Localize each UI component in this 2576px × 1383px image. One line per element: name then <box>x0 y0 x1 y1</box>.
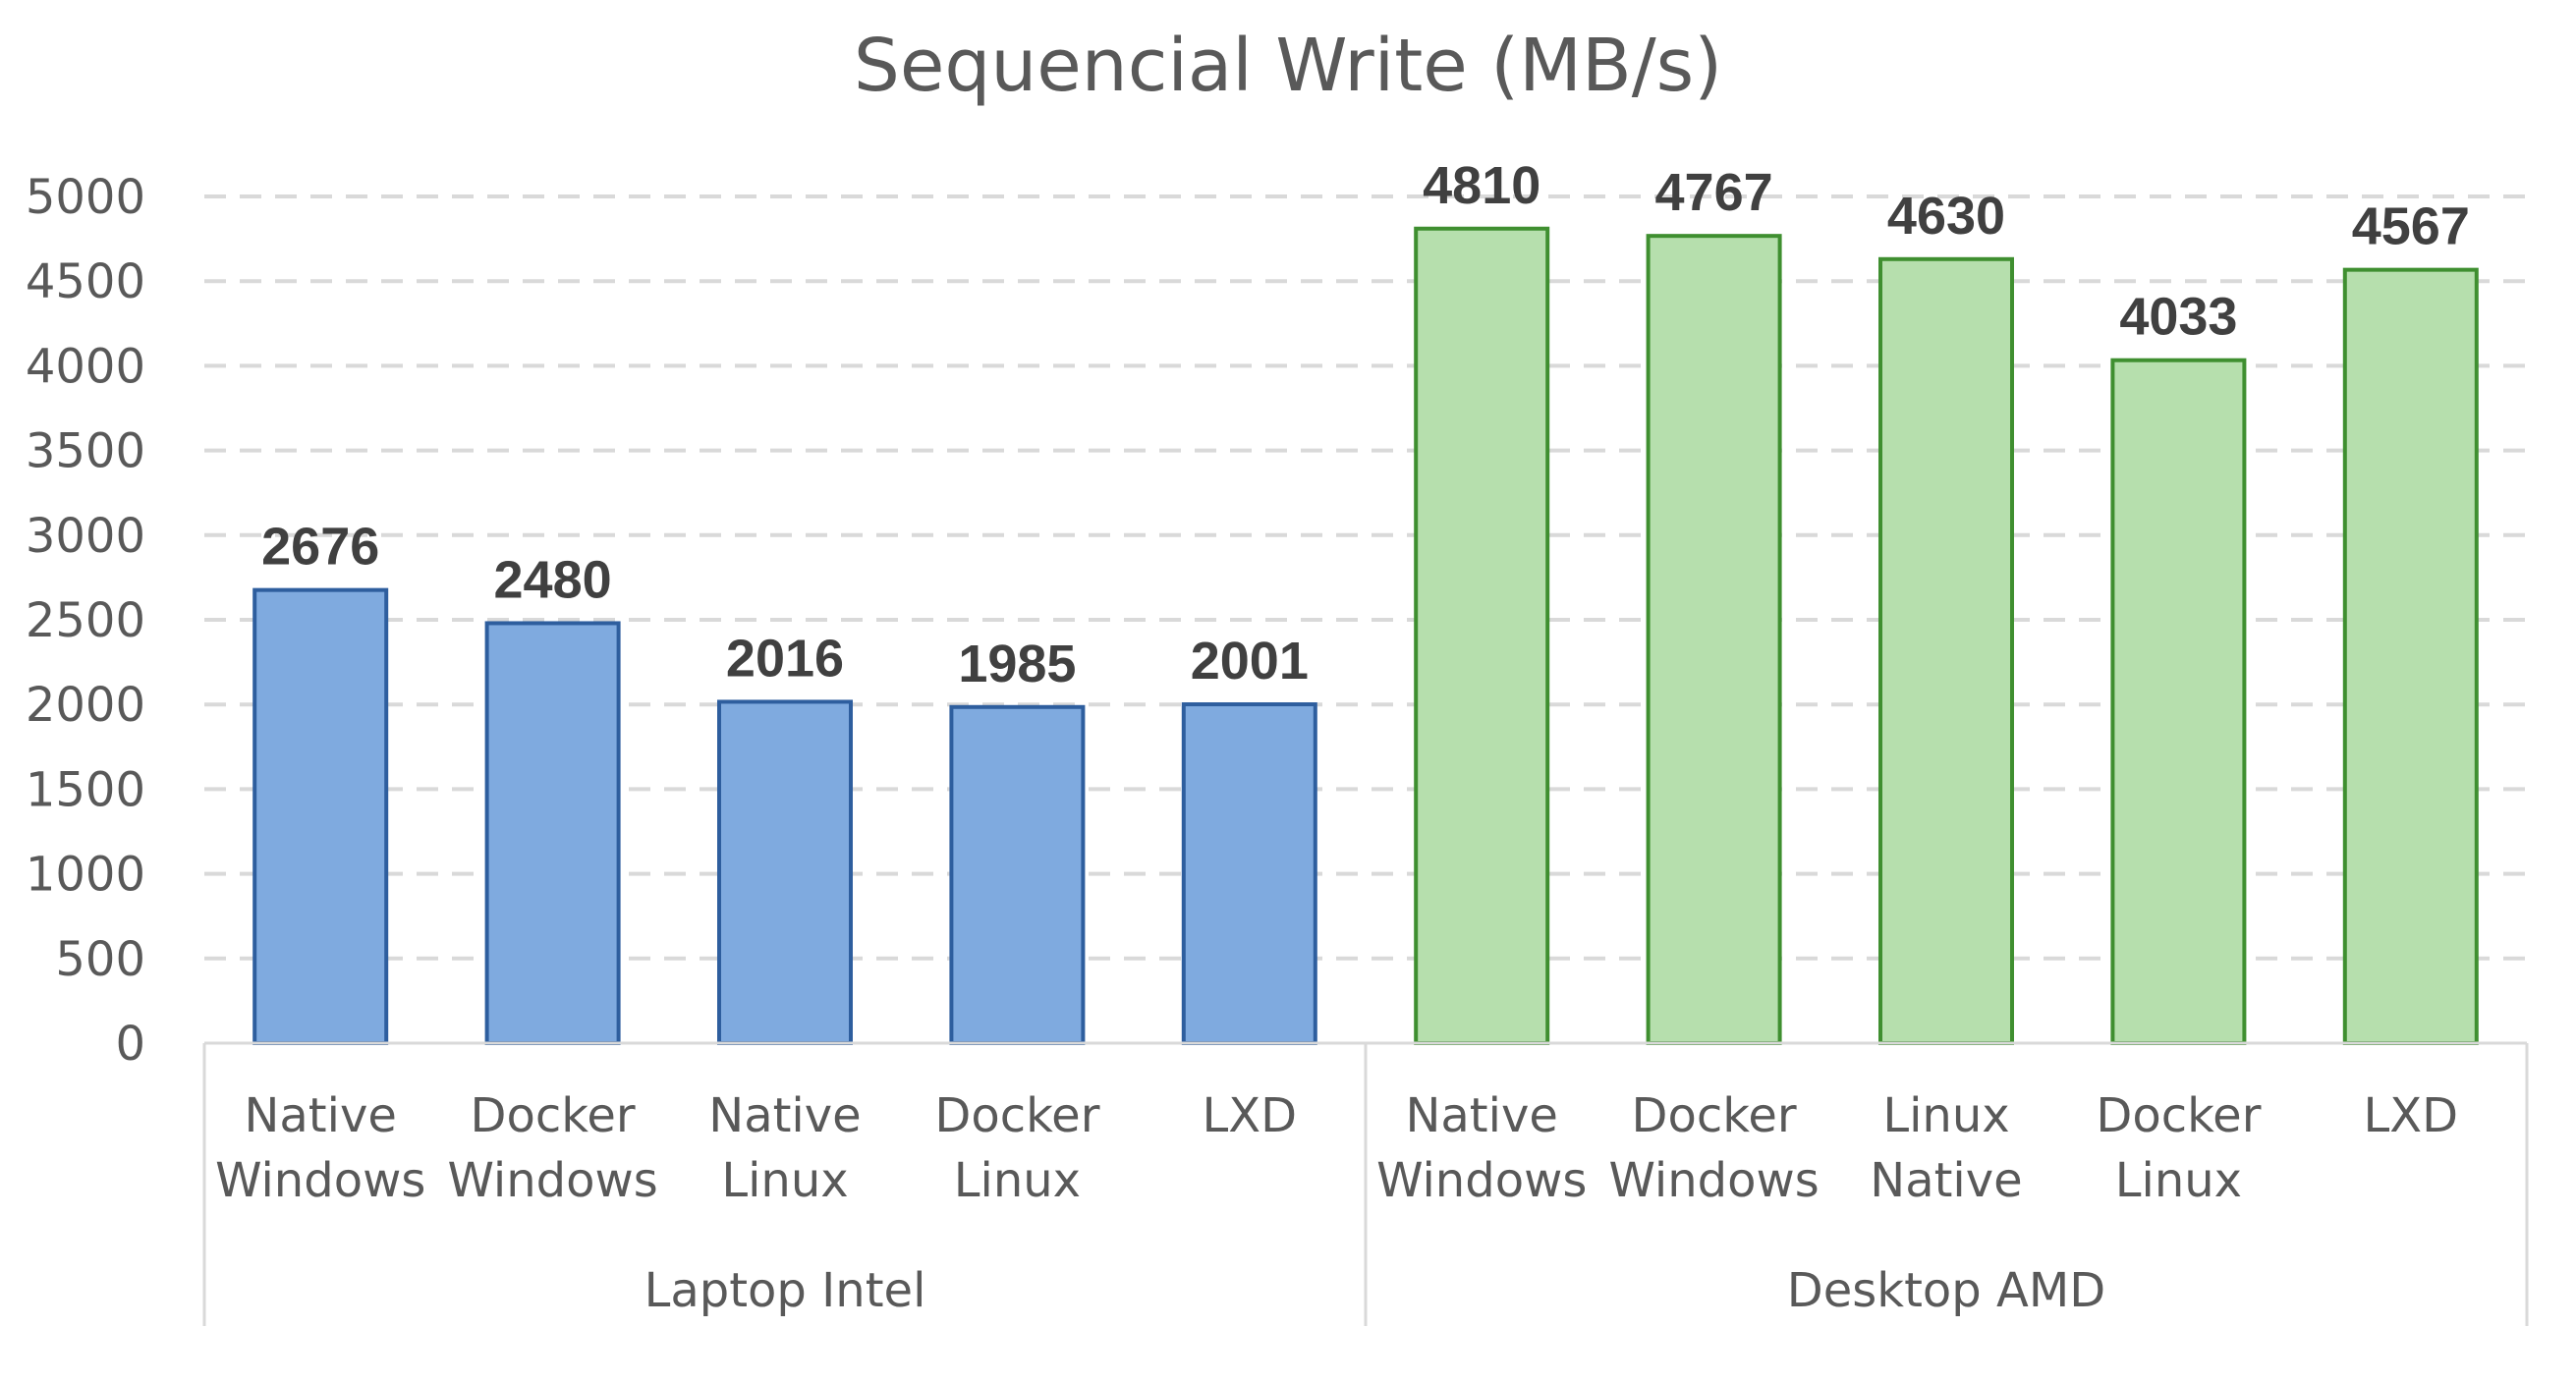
bar <box>1414 226 1550 1046</box>
x-tick-label: Windows <box>447 1153 657 1208</box>
bar <box>484 621 621 1045</box>
y-tick-label: 2000 <box>26 678 145 733</box>
y-tick-label: 1500 <box>26 762 145 817</box>
y-tick-label: 500 <box>55 932 145 987</box>
x-axis <box>202 1041 2529 1326</box>
group-label: Desktop AMD <box>1787 1263 2105 1318</box>
bar <box>252 587 389 1045</box>
x-tick-label: Windows <box>1608 1153 1819 1208</box>
bar <box>949 704 1086 1045</box>
x-axis-ticks: Native Windows Docker Windows Native Linux Doc… <box>215 1088 2458 1318</box>
x-tick-label: Native <box>708 1088 861 1143</box>
bar <box>2110 358 2247 1045</box>
y-axis-ticks: 0 500 1000 1500 2000 2500 3000 3500 4000 4500 5000 <box>26 170 145 1072</box>
y-tick-label: 5000 <box>26 170 145 225</box>
x-tick-label: Linux <box>1882 1088 2009 1143</box>
x-tick-label: Windows <box>1376 1153 1587 1208</box>
data-label: 4810 <box>1423 156 1540 215</box>
bars <box>252 226 2479 1046</box>
y-tick-label: 4500 <box>26 254 145 309</box>
chart-title: Sequencial Write (MB/s) <box>854 24 1722 108</box>
y-tick-label: 1000 <box>26 848 145 903</box>
x-tick-label: Native <box>244 1088 396 1143</box>
x-tick-label: LXD <box>2364 1088 2459 1143</box>
data-labels: 2676 2480 2016 1985 2001 4810 4767 4630 4033 4567 <box>261 156 2470 693</box>
x-tick-label: Docker <box>2096 1088 2261 1143</box>
bar <box>717 699 853 1045</box>
y-tick-label: 3000 <box>26 509 145 564</box>
y-tick-label: 4000 <box>26 339 145 394</box>
x-tick-label: LXD <box>1203 1088 1298 1143</box>
x-tick-label: Windows <box>215 1153 425 1208</box>
x-tick-label: Linux <box>954 1153 1081 1208</box>
x-tick-label: Docker <box>934 1088 1099 1143</box>
bar <box>1646 234 1782 1046</box>
data-label: 4630 <box>1887 187 2005 246</box>
group-label: Laptop Intel <box>644 1263 926 1318</box>
bar <box>1878 256 2014 1045</box>
data-label: 2480 <box>494 550 612 609</box>
data-label: 4567 <box>2352 197 2470 256</box>
data-label: 4033 <box>2119 288 2237 347</box>
data-label: 4767 <box>1655 163 1773 222</box>
bar <box>1181 702 1317 1045</box>
x-tick-label: Linux <box>2115 1153 2242 1208</box>
x-tick-label: Native <box>1405 1088 1557 1143</box>
x-tick-label: Docker <box>1632 1088 1797 1143</box>
y-tick-label: 3500 <box>26 424 145 479</box>
data-label: 2676 <box>261 518 379 577</box>
data-label: 1985 <box>958 635 1076 693</box>
bar <box>2342 267 2479 1046</box>
x-tick-label: Docker <box>471 1088 636 1143</box>
data-label: 2001 <box>1191 632 1309 691</box>
y-tick-label: 2500 <box>26 593 145 648</box>
x-tick-label: Linux <box>721 1153 848 1208</box>
x-tick-label: Native <box>1870 1153 2022 1208</box>
y-tick-label: 0 <box>115 1017 145 1072</box>
data-label: 2016 <box>726 629 844 688</box>
